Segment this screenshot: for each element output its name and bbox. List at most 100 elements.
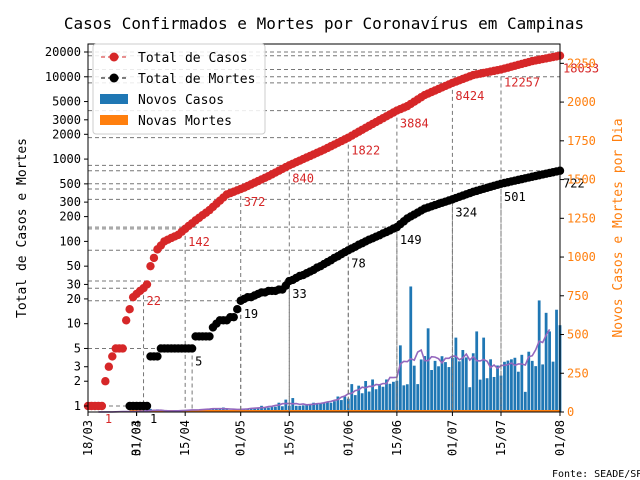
new-cases-bar — [537, 300, 541, 412]
new-cases-bar — [447, 367, 451, 412]
new-cases-bar — [492, 376, 496, 412]
new-cases-bar — [530, 360, 534, 412]
new-cases-bar — [433, 360, 437, 412]
new-cases-bar — [339, 400, 343, 412]
right-tick-label: 500 — [567, 328, 589, 342]
new-cases-bar — [357, 385, 361, 412]
new-cases-bar — [430, 370, 433, 412]
new-cases-bar — [291, 398, 295, 412]
x-tick-label: 01/08 — [553, 420, 567, 456]
new-cases-bar — [496, 365, 499, 412]
new-cases-bar — [419, 359, 423, 412]
x-tick-label: 18/03 — [81, 420, 95, 456]
new-cases-bar — [360, 393, 364, 412]
cases-data-label: 22 — [147, 294, 161, 308]
new-cases-bar — [398, 345, 402, 412]
new-cases-bar — [551, 361, 555, 412]
x-tick-label: 31/03 — [130, 420, 144, 456]
deaths-point — [205, 332, 214, 341]
right-tick-label: 750 — [567, 289, 589, 303]
new-cases-bar — [444, 362, 447, 412]
deaths-point — [229, 312, 238, 322]
chart-title: Casos Confirmados e Mortes por Coronavír… — [64, 14, 584, 33]
new-cases-bar — [482, 337, 486, 412]
left-tick-label: 300 — [59, 195, 81, 209]
new-cases-bar — [298, 405, 302, 412]
x-tick-label: 15/06 — [390, 420, 404, 456]
new-cases-bar — [270, 407, 274, 412]
cases-data-label: 12257 — [504, 76, 540, 90]
new-cases-bar — [516, 371, 520, 412]
left-tick-label: 1000 — [52, 152, 81, 166]
cases-point — [108, 352, 117, 361]
new-cases-bar — [416, 384, 420, 412]
deaths-point — [233, 305, 242, 314]
cases-point — [125, 305, 134, 314]
new-cases-bar — [548, 331, 551, 412]
cases-data-label: 840 — [292, 171, 314, 185]
total-cases-series — [83, 51, 565, 411]
new-cases-moving-average — [98, 328, 551, 413]
legend-label: Novas Mortes — [138, 114, 232, 129]
deaths-data-label: 5 — [195, 354, 202, 368]
source-note: Fonte: SEADE/SP — [552, 469, 640, 480]
new-cases-bar — [326, 402, 329, 412]
new-cases-bar — [412, 365, 416, 412]
new-cases-bar — [277, 402, 281, 412]
right-tick-label: 1750 — [567, 134, 596, 148]
cases-point — [121, 316, 131, 325]
new-cases-bar — [364, 381, 368, 412]
deaths-data-label: 78 — [351, 256, 365, 270]
new-cases-bar — [461, 350, 465, 412]
new-cases-bar — [301, 405, 305, 412]
x-tick-label: 01/04 — [130, 420, 144, 456]
new-cases-bar — [534, 366, 538, 412]
new-cases-bar — [485, 378, 489, 412]
new-cases-bar — [350, 384, 354, 412]
cases-point — [146, 261, 155, 271]
new-cases-bar — [322, 403, 326, 412]
right-tick-label: 0 — [567, 405, 574, 419]
plot-frame — [87, 43, 561, 413]
cases-data-label: 3884 — [400, 117, 429, 131]
new-cases-bar — [489, 359, 492, 412]
right-tick-label: 1500 — [567, 173, 596, 187]
right-tick-label: 2250 — [567, 56, 596, 70]
new-cases-bar — [527, 351, 531, 412]
annotation-guides — [88, 51, 561, 412]
new-cases-bar — [405, 384, 409, 412]
new-cases-bar — [437, 366, 440, 412]
new-cases-bar — [454, 337, 458, 412]
legend-marker — [109, 52, 119, 62]
new-cases-bar — [374, 389, 378, 412]
cases-data-label: 372 — [244, 195, 266, 209]
new-cases-bar — [315, 404, 319, 412]
legend-box — [92, 43, 266, 135]
left-tick-label: 200 — [59, 210, 81, 224]
new-deaths-bars — [129, 410, 560, 412]
right-tick-label: 2000 — [567, 95, 596, 109]
cases-point — [118, 344, 127, 353]
legend-label: Total de Casos — [138, 51, 248, 66]
new-cases-bar — [312, 402, 315, 412]
new-cases-bar — [541, 364, 545, 412]
deaths-data-label: 19 — [244, 307, 258, 321]
legend: Total de Casos Total de Mortes Novos Casos… — [92, 43, 266, 135]
left-tick-label: 500 — [59, 177, 81, 191]
x-tick-label: 01/06 — [341, 420, 355, 456]
new-cases-bar — [329, 402, 333, 412]
left-tick-label: 30 — [67, 277, 81, 291]
new-cases-bar — [471, 353, 475, 412]
new-cases-bar — [218, 407, 222, 412]
left-tick-label: 5000 — [52, 95, 81, 109]
new-cases-bar — [513, 357, 517, 412]
new-cases-bar — [284, 399, 288, 412]
cases-data-label: 8424 — [455, 89, 484, 103]
new-cases-bar — [464, 357, 468, 412]
new-cases-bar — [506, 360, 510, 412]
new-cases-bar — [367, 391, 371, 412]
deaths-point — [153, 352, 162, 361]
new-cases-bar — [523, 391, 527, 412]
cases-data-label: 18033 — [563, 62, 599, 76]
